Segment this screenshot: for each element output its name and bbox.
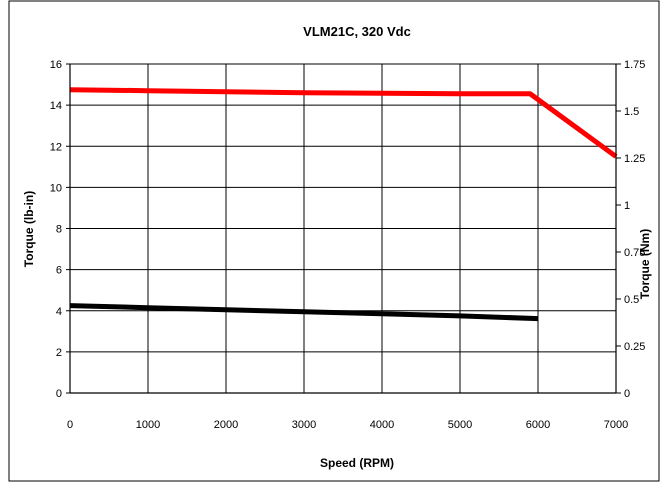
- y2-tick-label: 0.25: [624, 341, 645, 353]
- x-axis-label: Speed (RPM): [320, 456, 394, 470]
- series-group: [69, 87, 618, 322]
- y-tick-label: 6: [56, 265, 62, 277]
- x-tick-label: 6000: [526, 419, 550, 431]
- x-tick-label: 7000: [604, 419, 628, 431]
- x-tick-label: 4000: [370, 419, 394, 431]
- y-tick-label: 4: [56, 306, 62, 318]
- y2-tick-label: 0: [624, 388, 630, 400]
- y-tick-label: 12: [50, 141, 62, 153]
- x-tick-label: 3000: [292, 419, 316, 431]
- series-line-2: [69, 303, 539, 322]
- y2-tick-label: 1.5: [624, 106, 639, 118]
- y-axis-label: Torque (lb-in): [22, 191, 36, 267]
- x-tick-label: 0: [67, 419, 73, 431]
- y-tick-label: 2: [56, 347, 62, 359]
- y2-axis-label: Torque (Nm): [638, 229, 652, 299]
- y-tick-label: 0: [56, 388, 62, 400]
- y2-tick-label: 0.75: [624, 247, 645, 259]
- x-tick-label: 5000: [448, 419, 472, 431]
- y2-tick-label: 0.5: [624, 294, 639, 306]
- y-tick-label: 16: [50, 59, 62, 71]
- y-tick-label: 10: [50, 182, 62, 194]
- y-tick-label: 14: [50, 100, 62, 112]
- y2-tick-label: 1: [624, 200, 630, 212]
- y2-tick-label: 1.25: [624, 153, 645, 165]
- y2-tick-label: 1.75: [624, 59, 645, 71]
- tick-labels: 0 1000 2000 3000 4000 5000 6000 700002468101214…: [50, 59, 646, 431]
- chart-title: VLM21C, 320 Vdc: [303, 24, 411, 39]
- x-tick-label: 2000: [214, 419, 238, 431]
- series-line-1: [69, 87, 618, 159]
- axes: [66, 63, 621, 394]
- y-tick-label: 8: [56, 224, 62, 236]
- x-tick-label: 1000: [136, 419, 160, 431]
- grid: [69, 63, 617, 394]
